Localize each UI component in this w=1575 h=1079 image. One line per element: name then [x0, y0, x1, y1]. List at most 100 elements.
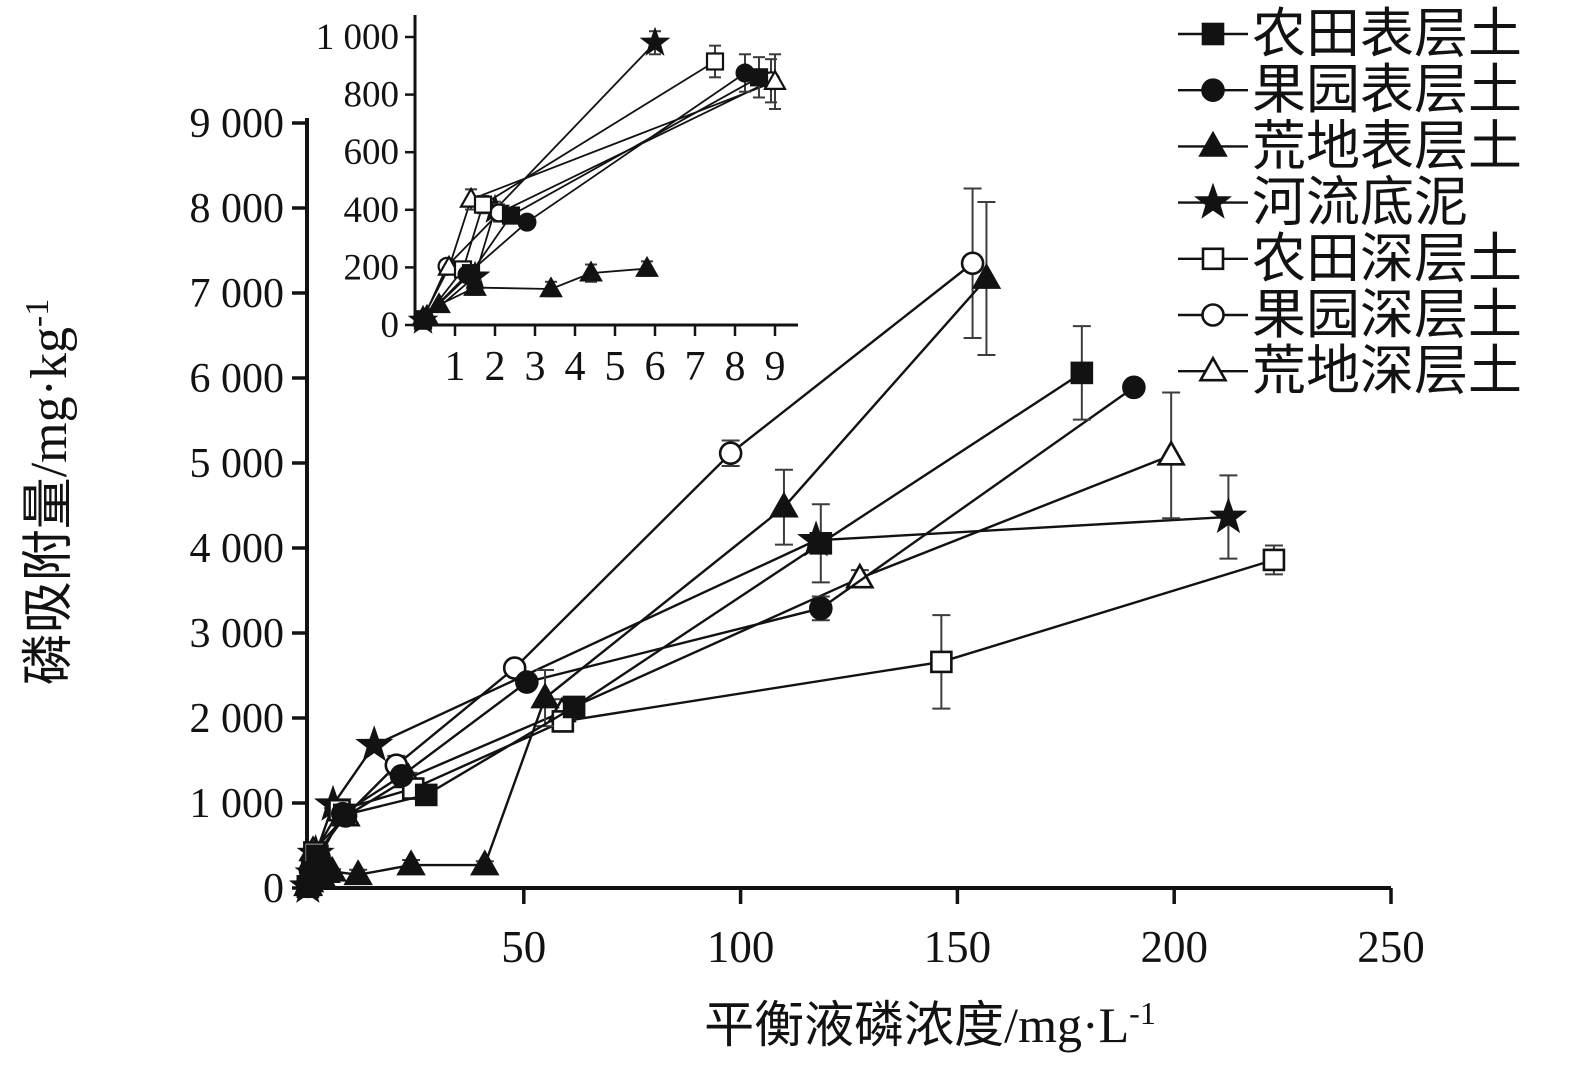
legend-label: 河流底泥: [1252, 173, 1468, 233]
inset-y-tick-label: 400: [344, 190, 400, 231]
star-marker: [639, 26, 671, 56]
y-axis-label: 磷吸附量/mg·kg-1: [19, 299, 78, 686]
circle-marker: [517, 212, 537, 232]
square-marker: [562, 695, 586, 719]
inset-x-tick-label: 1: [445, 344, 466, 390]
main-y-tick-label: 5 000: [190, 441, 285, 487]
legend-item: 果园表层土: [1178, 60, 1522, 120]
main-x-tick-label: 100: [707, 922, 775, 972]
main-y-tick-label: 0: [263, 866, 284, 912]
inset-x-tick-label: 5: [605, 344, 626, 390]
triangle-marker: [530, 682, 560, 709]
square-marker: [473, 195, 493, 214]
square-marker: [1070, 361, 1094, 385]
inset-x-tick-label: 9: [765, 344, 786, 390]
square-marker: [414, 783, 438, 807]
inset-x-tick-label: 6: [645, 344, 666, 390]
main-y-tick-label: 3 000: [190, 611, 285, 657]
main-axes: 0 1 000 2 000 3 000 4 000 5 000 6 000 7 000 8 00…: [190, 101, 1425, 972]
triangle-marker: [769, 491, 799, 518]
inset-x-tick-label: 8: [725, 344, 746, 390]
series-荒地深层土: [293, 391, 1186, 897]
inset-plot: 0 200 400 600 800 1 000 1 2 3 4 5 6 7 8 9: [316, 12, 803, 390]
legend-item: 荒地深层土: [1178, 341, 1522, 401]
star-marker: [1209, 497, 1248, 534]
triangle-marker: [845, 562, 875, 589]
main-x-tick-label: 200: [1140, 922, 1208, 972]
series-line: [422, 80, 776, 319]
circle-marker: [1201, 78, 1225, 102]
series-line: [422, 60, 716, 322]
triangle-marker: [1198, 355, 1228, 382]
circle-marker: [1201, 303, 1225, 327]
square-marker: [332, 803, 356, 827]
legend-label: 农田表层土: [1252, 4, 1522, 64]
main-x-ticks: 50 100 150 200 250: [501, 888, 1425, 972]
inset-x-tick-label: 4: [565, 344, 586, 390]
series-农田深层土: [296, 544, 1286, 899]
triangle-marker: [971, 262, 1002, 289]
legend-item: 荒地表层土: [1178, 116, 1522, 176]
series-农田表层土: [296, 325, 1094, 898]
legend-item: 农田表层土: [1178, 4, 1522, 64]
legend-label: 果园深层土: [1252, 285, 1522, 345]
square-marker: [306, 844, 329, 868]
series-line: [306, 371, 1083, 887]
triangle-marker: [579, 260, 603, 282]
main-y-tick-label: 9 000: [190, 101, 285, 147]
main-y-tick-label: 8 000: [190, 186, 285, 232]
legend-label: 农田深层土: [1252, 229, 1522, 289]
square-marker: [1201, 22, 1225, 46]
square-marker: [1262, 548, 1286, 572]
main-y-ticks: 0 1 000 2 000 3 000 4 000 5 000 6 000 7 000 8 00…: [190, 101, 307, 912]
series-line: [306, 454, 1172, 887]
triangle-marker: [763, 69, 787, 90]
inset-y-ticks: 0 200 400 600 800 1 000: [316, 17, 415, 346]
inset-x-tick-label: 3: [525, 344, 546, 390]
inset-x-tick-label: 7: [685, 344, 706, 390]
series-line: [422, 42, 656, 322]
main-x-tick-label: 250: [1357, 922, 1425, 972]
inset-x-tick-label: 2: [485, 344, 506, 390]
square-marker: [413, 310, 433, 329]
x-axis-label: 平衡液磷浓度/mg·L-1: [704, 995, 1156, 1053]
inset-y-tick-label: 600: [344, 132, 400, 173]
triangle-marker: [396, 849, 426, 876]
main-x-tick-label: 150: [924, 922, 992, 972]
circle-marker: [515, 670, 539, 694]
main-y-tick-label: 1 000: [190, 781, 285, 827]
main-y-tick-label: 6 000: [190, 356, 285, 402]
triangle-marker: [317, 855, 347, 882]
circle-marker: [960, 251, 985, 276]
legend-item: 河流底泥: [1178, 173, 1468, 233]
circle-marker: [809, 596, 833, 621]
triangle-marker: [539, 276, 563, 298]
star-marker: [355, 725, 394, 762]
inset-y-tick-label: 800: [344, 75, 400, 116]
legend-item: 果园深层土: [1178, 285, 1522, 345]
square-marker: [461, 264, 481, 283]
series-河流底泥: [288, 474, 1248, 903]
square-marker: [501, 206, 521, 225]
legend-label: 果园表层土: [1252, 60, 1522, 120]
main-y-tick-label: 2 000: [190, 696, 285, 742]
triangle-marker: [1156, 439, 1186, 466]
inset-y-tick-label: 1 000: [316, 17, 399, 58]
triangle-marker: [635, 255, 659, 277]
circle-marker: [1122, 375, 1146, 400]
triangle-marker: [1198, 130, 1228, 157]
star-marker: [1194, 182, 1232, 219]
main-series: [288, 187, 1286, 903]
square-marker: [809, 532, 833, 555]
legend-label: 荒地深层土: [1252, 341, 1522, 401]
inset-y-tick-label: 0: [381, 305, 400, 346]
square-marker: [1201, 247, 1225, 271]
main-x-tick-label: 50: [501, 922, 546, 972]
triangle-marker: [343, 859, 373, 886]
main-y-tick-label: 7 000: [190, 271, 285, 317]
inset-series: [407, 26, 787, 334]
